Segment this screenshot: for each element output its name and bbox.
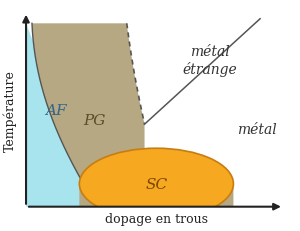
Ellipse shape xyxy=(80,149,233,219)
Polygon shape xyxy=(26,24,97,207)
Text: Température: Température xyxy=(3,70,16,152)
Text: AF: AF xyxy=(45,104,67,118)
Text: métal: métal xyxy=(237,122,277,136)
Text: SC: SC xyxy=(145,177,167,191)
Polygon shape xyxy=(32,24,233,207)
Text: PG: PG xyxy=(83,113,105,127)
Text: dopage en trous: dopage en trous xyxy=(105,212,208,225)
Text: métal
étrange: métal étrange xyxy=(182,45,237,76)
Polygon shape xyxy=(2,207,298,230)
